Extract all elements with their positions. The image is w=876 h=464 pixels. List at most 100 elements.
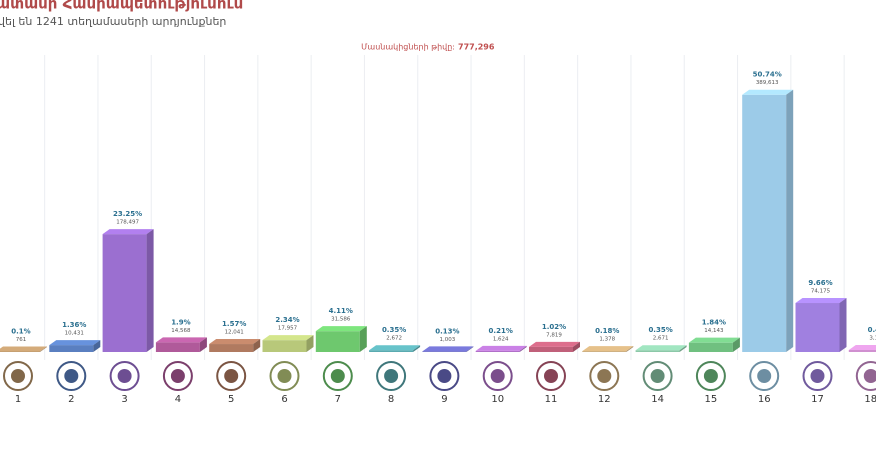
bar-front xyxy=(475,350,520,352)
party-logo-mark xyxy=(11,369,25,383)
bar-front xyxy=(49,345,94,352)
bar-front xyxy=(0,351,40,352)
bar xyxy=(529,341,580,352)
bar-top xyxy=(0,346,47,352)
category-label: 17 xyxy=(811,394,824,405)
chart-title: ատանի Հանրապետությունում xyxy=(0,0,245,13)
bar xyxy=(742,89,794,352)
percent-label: 0.4 xyxy=(868,326,876,334)
bar-side xyxy=(786,89,794,352)
category-label: 2 xyxy=(68,394,74,405)
count-label: 12,041 xyxy=(225,330,244,336)
percent-label: 4.11% xyxy=(329,307,353,315)
bar xyxy=(262,335,314,352)
count-label: 3,1 xyxy=(869,335,876,341)
percent-label: 0.13% xyxy=(435,327,459,335)
party-logo-mark xyxy=(810,369,825,383)
category-label: 18 xyxy=(864,394,876,405)
bar xyxy=(688,337,740,352)
bar-side xyxy=(839,298,847,352)
bar-top xyxy=(422,346,474,352)
bar-side xyxy=(93,340,101,352)
party-logo-mark xyxy=(597,369,612,383)
party-logo-mark xyxy=(117,369,132,383)
party-logo-mark xyxy=(544,369,558,383)
category-label: 1 xyxy=(15,394,21,405)
bar-top xyxy=(742,89,794,95)
bar-top xyxy=(582,346,634,352)
bar-top xyxy=(848,344,876,350)
count-label: 761 xyxy=(16,337,27,343)
bar-front xyxy=(369,350,414,352)
bar-front xyxy=(742,94,787,352)
count-label: 7,819 xyxy=(546,332,562,338)
bar xyxy=(369,345,421,352)
category-label: 8 xyxy=(388,394,394,405)
count-label: 14,568 xyxy=(171,328,191,334)
bar-side xyxy=(466,346,474,352)
bar-side xyxy=(573,341,580,352)
count-label: 1,003 xyxy=(440,337,456,343)
bar-top xyxy=(635,345,687,351)
participants-value: 777,296 xyxy=(458,43,495,52)
party-logo-mark xyxy=(757,369,772,383)
bar xyxy=(795,298,847,352)
bar-front xyxy=(262,340,307,352)
count-label: 17,957 xyxy=(278,326,298,332)
party-logo-mark xyxy=(703,369,718,383)
percent-label: 50.74% xyxy=(753,71,782,79)
bar-front xyxy=(315,331,360,352)
percent-label: 0.18% xyxy=(595,327,619,335)
party-logo-mark xyxy=(863,369,876,383)
category-label: 12 xyxy=(598,394,611,405)
category-label: 10 xyxy=(491,394,504,405)
count-label: 74,175 xyxy=(811,289,831,295)
bar-side xyxy=(253,339,261,352)
bar xyxy=(315,326,367,352)
category-label: 5 xyxy=(228,394,234,405)
percent-label: 0.1% xyxy=(11,327,30,335)
category-label: 11 xyxy=(545,394,558,405)
party-logo-mark xyxy=(64,369,79,383)
percent-label: 1.36% xyxy=(62,321,86,329)
category-label: 7 xyxy=(335,394,341,405)
bar-front xyxy=(582,351,627,352)
percent-label: 23.25% xyxy=(113,210,142,218)
party-logo-mark xyxy=(224,369,239,383)
bar xyxy=(848,344,876,352)
bar-top xyxy=(102,229,154,235)
party-logo-mark xyxy=(384,369,399,383)
count-label: 1,624 xyxy=(493,336,509,342)
count-label: 2,671 xyxy=(653,336,669,342)
count-label: 31,586 xyxy=(331,317,351,323)
bar-top xyxy=(49,340,101,346)
category-label: 15 xyxy=(705,394,718,405)
bar-top xyxy=(795,298,847,304)
bar-top xyxy=(369,345,421,351)
bar-side xyxy=(40,346,47,352)
count-label: 1,378 xyxy=(599,337,615,343)
party-logo-mark xyxy=(437,369,452,383)
bar-front xyxy=(795,303,840,352)
category-label: 6 xyxy=(281,394,287,405)
percent-label: 0.35% xyxy=(648,326,672,334)
percent-label: 1.84% xyxy=(702,319,726,327)
bar xyxy=(635,345,687,352)
bar-side xyxy=(413,345,421,352)
bar-side xyxy=(146,229,154,352)
party-logo-mark xyxy=(650,369,665,383)
count-label: 14,143 xyxy=(704,328,724,334)
percent-label: 0.35% xyxy=(382,326,406,334)
bar-side xyxy=(199,337,207,352)
bar-side xyxy=(732,337,740,352)
bar-front xyxy=(688,342,733,352)
category-label: 9 xyxy=(441,394,447,405)
bar-top xyxy=(529,341,580,347)
bar-top xyxy=(155,337,207,343)
count-label: 178,497 xyxy=(116,220,139,226)
chart-subtitle: վել են 1241 տեղամասերի արդյունքներ xyxy=(0,15,226,28)
bar-front xyxy=(155,342,200,352)
bar-top xyxy=(209,339,261,345)
bar-front xyxy=(209,344,254,352)
